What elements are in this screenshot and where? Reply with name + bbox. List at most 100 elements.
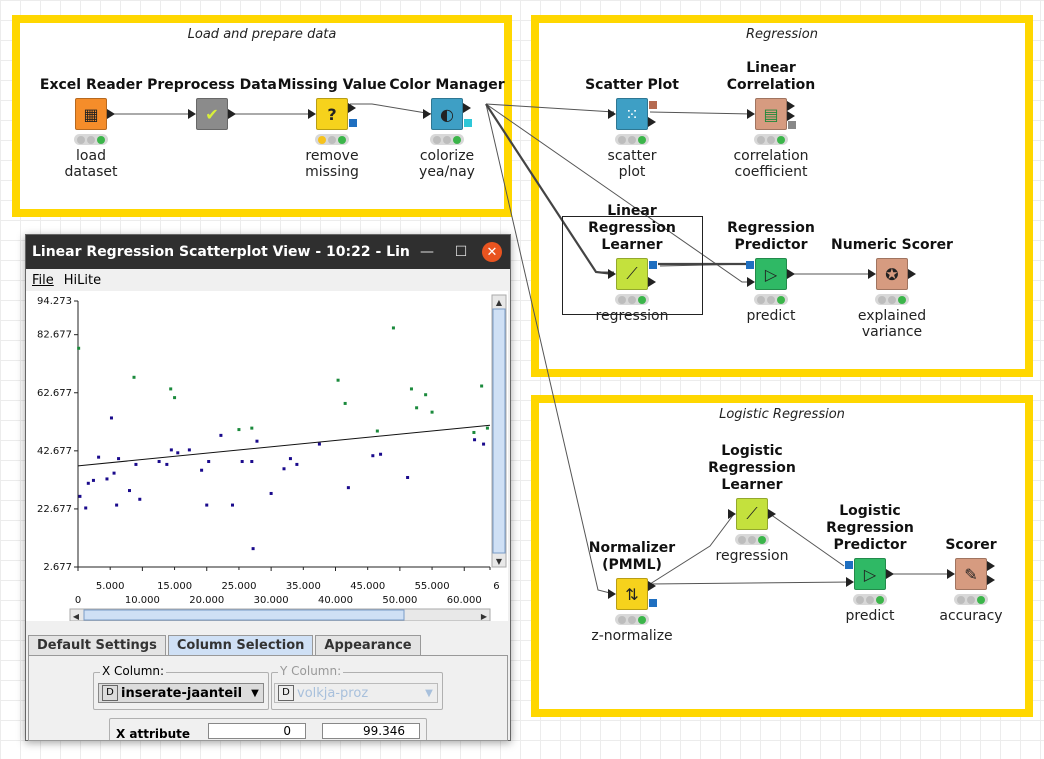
scatter-plot-area[interactable]: 94.273 82.677 62.677 42.677 22.677 2.677 0 10.0… — [26, 291, 508, 622]
data-point — [115, 503, 119, 507]
scatter-chart[interactable]: 94.273 82.677 62.677 42.677 22.677 2.677 0 10.0… — [26, 291, 508, 622]
excel-reader-icon[interactable]: ▦ — [75, 98, 115, 130]
menu-file[interactable]: File — [32, 272, 54, 288]
data-point — [165, 462, 169, 466]
data-point — [132, 375, 136, 379]
scorer-icon[interactable]: ✎ — [947, 558, 995, 590]
y-tick-label: 42.677 — [37, 446, 72, 457]
chevron-down-icon[interactable]: ▼ — [425, 687, 433, 699]
scatter-icon[interactable]: ⁙ — [608, 98, 657, 130]
normalizer-icon[interactable]: ⇅ — [608, 578, 657, 610]
node-scatter-plot[interactable]: Scatter Plot ⁙ scatter plot — [562, 77, 702, 180]
node-missing-value[interactable]: Missing Value ? remove missing — [262, 77, 402, 180]
menu-hilite[interactable]: HiLite — [63, 272, 102, 288]
scroll-right-icon[interactable]: ▶ — [481, 612, 488, 621]
node-status-traffic-light — [754, 294, 788, 305]
data-point — [379, 452, 383, 456]
node-label[interactable]: regression — [595, 308, 669, 324]
node-preprocess-data[interactable]: Preprocess Data ✔ — [142, 77, 282, 130]
data-point — [255, 439, 259, 443]
metanode-check-icon[interactable]: ✔ — [188, 98, 236, 130]
node-label[interactable]: load dataset — [64, 148, 118, 180]
data-point — [430, 410, 434, 414]
close-icon[interactable]: ✕ — [482, 242, 502, 262]
correlation-icon[interactable]: ▤ — [747, 98, 796, 130]
node-status-traffic-light — [615, 614, 649, 625]
node-logistic-regression-predictor[interactable]: Logistic Regression Predictor ▷ predict — [800, 503, 940, 624]
learner-icon[interactable]: ⟋ — [608, 258, 657, 290]
node-label[interactable]: remove missing — [305, 148, 359, 180]
data-point — [128, 489, 131, 493]
maximize-icon[interactable]: ☐ — [454, 244, 468, 260]
node-label[interactable]: accuracy — [939, 608, 1003, 624]
node-color-manager[interactable]: Color Manager ◐ colorize yea/nay — [377, 77, 517, 180]
node-regression-predictor[interactable]: Regression Predictor ▷ predict — [701, 220, 841, 324]
scroll-left-icon[interactable]: ◀ — [73, 612, 80, 621]
tab-appearance[interactable]: Appearance — [315, 635, 421, 655]
data-point — [169, 448, 173, 452]
node-label[interactable]: scatter plot — [607, 148, 657, 180]
double-type-icon: D — [278, 685, 294, 701]
x-tick-label: 25.000 — [221, 581, 256, 592]
chevron-down-icon[interactable]: ▼ — [251, 687, 259, 699]
horizontal-scroll-thumb[interactable] — [83, 609, 405, 621]
node-linear-regression-learner[interactable]: Linear Regression Learner ⟋ regression — [562, 203, 702, 324]
annotation-logistic: Logistic Regression — [531, 395, 1033, 717]
node-status-traffic-light — [315, 134, 349, 145]
connection — [649, 581, 853, 585]
data-point — [473, 438, 477, 442]
node-status-traffic-light — [954, 594, 988, 605]
x-tick-label: 6 — [493, 581, 499, 592]
node-label[interactable]: predict — [845, 608, 895, 624]
node-label[interactable]: colorize yea/nay — [419, 148, 475, 180]
data-point — [346, 486, 350, 490]
scatterplot-view-window[interactable]: Linear Regression Scatterplot View - 10:… — [25, 234, 511, 741]
node-title: Normalizer (PMML) — [588, 540, 676, 573]
node-title: Linear Regression Learner — [588, 203, 676, 253]
data-point — [415, 406, 419, 410]
node-logistic-regression-learner[interactable]: Logistic Regression Learner ⟋ regression — [682, 443, 822, 564]
node-label[interactable]: correlation coefficient — [733, 148, 809, 180]
tab-column-selection[interactable]: Column Selection — [167, 635, 314, 655]
node-label[interactable]: explained variance — [857, 308, 927, 340]
predictor-icon[interactable]: ▷ — [845, 558, 894, 590]
tab-default-settings[interactable]: Default Settings — [28, 635, 166, 655]
question-icon[interactable]: ? — [308, 98, 357, 130]
scorer-icon[interactable]: ✪ — [868, 258, 916, 290]
node-scorer[interactable]: Scorer ✎ accuracy — [901, 537, 1041, 624]
node-excel-reader[interactable]: Excel Reader ▦ load dataset — [21, 77, 161, 180]
data-point — [482, 442, 486, 446]
node-label[interactable]: regression — [715, 548, 789, 564]
node-title: Numeric Scorer — [831, 237, 953, 253]
scroll-down-icon[interactable]: ▼ — [496, 557, 503, 566]
column-selection-panel: X Column: D inserate-jaanteil ▼ Y Column… — [28, 655, 508, 741]
data-point — [138, 497, 142, 501]
scroll-up-icon[interactable]: ▲ — [496, 298, 503, 307]
y-tick-label: 2.677 — [43, 562, 72, 573]
node-normalizer-pmml[interactable]: Normalizer (PMML) ⇅ z-normalize — [562, 540, 702, 644]
predictor-icon[interactable]: ▷ — [746, 258, 795, 290]
x-attr-max-spinner[interactable]: 99.346 — [322, 723, 420, 739]
annotation-title: Regression — [746, 27, 818, 42]
vertical-scroll-thumb[interactable] — [492, 308, 506, 554]
data-point — [84, 506, 88, 510]
data-point — [109, 416, 113, 420]
x-attr-min-spinner[interactable]: 0 — [208, 723, 306, 739]
window-title-bar[interactable]: Linear Regression Scatterplot View - 10:… — [26, 235, 510, 269]
y-column-select[interactable]: D volkja-proz ▼ — [274, 683, 438, 703]
x-column-select[interactable]: D inserate-jaanteil ▼ — [98, 683, 264, 703]
node-label[interactable]: z-normalize — [591, 628, 673, 644]
data-point — [250, 460, 254, 464]
node-title: Color Manager — [389, 77, 505, 93]
minimize-icon[interactable]: — — [420, 244, 434, 260]
node-numeric-scorer[interactable]: Numeric Scorer ✪ explained variance — [822, 237, 962, 340]
node-linear-correlation[interactable]: Linear Correlation ▤ correlation coeffic… — [701, 60, 841, 180]
data-point — [371, 454, 375, 458]
data-point — [472, 430, 476, 434]
x-tick-label: 20.000 — [189, 595, 224, 606]
node-label[interactable]: predict — [746, 308, 796, 324]
connection — [649, 513, 735, 585]
color-drop-icon[interactable]: ◐ — [423, 98, 472, 130]
learner-icon[interactable]: ⟋ — [728, 498, 776, 530]
x-tick-label: 0 — [75, 595, 81, 606]
